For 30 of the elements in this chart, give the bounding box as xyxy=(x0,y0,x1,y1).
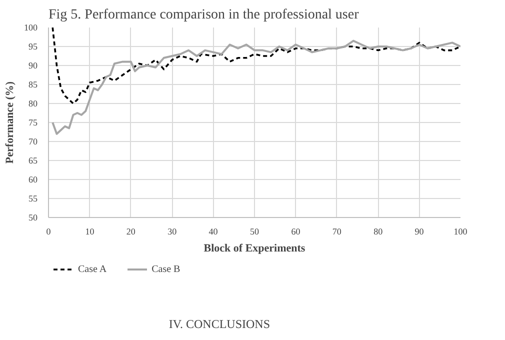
y-tick-label: 80 xyxy=(28,98,38,108)
x-tick-label: 10 xyxy=(85,226,95,236)
x-tick-label: 60 xyxy=(291,226,301,236)
y-tick-label: 95 xyxy=(28,42,38,52)
line-series xyxy=(52,28,460,104)
x-tick-label: 90 xyxy=(414,226,424,236)
x-tick-label: 80 xyxy=(374,226,384,236)
y-tick-label: 70 xyxy=(28,136,38,146)
line-series xyxy=(52,40,460,135)
x-tick-label: 100 xyxy=(454,226,468,236)
y-tick-label: 75 xyxy=(28,118,38,128)
x-tick-label: 0 xyxy=(46,226,52,236)
x-axis-title: Block of Experiments xyxy=(204,242,306,254)
y-tick-label: 85 xyxy=(28,80,38,90)
chart-title: Fig 5. Performance comparison in the professional user xyxy=(48,8,360,22)
y-tick-label: 55 xyxy=(28,194,38,204)
x-tick-label: 40 xyxy=(208,226,218,236)
x-tick-label: 20 xyxy=(126,226,136,236)
x-tick-label: 70 xyxy=(332,226,342,236)
legend-label: Case B xyxy=(152,264,180,274)
y-axis-title: Performance (%) xyxy=(4,81,16,164)
x-tick-label: 30 xyxy=(168,226,178,236)
text: IV. CONCLUSIONS xyxy=(168,317,270,332)
y-tick-label: 100 xyxy=(24,22,38,32)
legend-label: Case A xyxy=(78,264,107,274)
x-tick-label: 50 xyxy=(250,226,260,236)
y-tick-label: 50 xyxy=(28,212,38,222)
y-tick-label: 90 xyxy=(28,60,38,70)
y-tick-label: 65 xyxy=(28,156,38,166)
y-tick-label: 60 xyxy=(28,174,38,184)
